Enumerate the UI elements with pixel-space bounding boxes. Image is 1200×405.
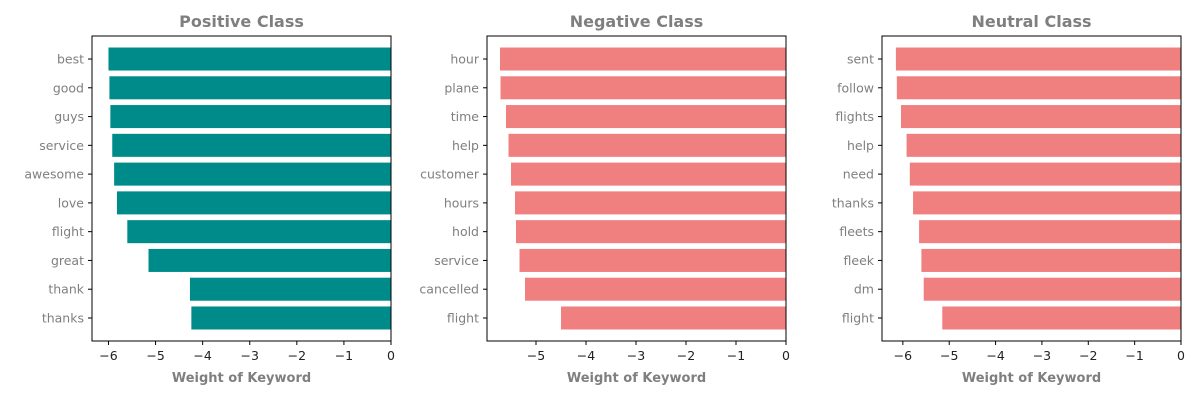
y-tick-label: need (843, 167, 874, 182)
y-tick-label: hour (450, 52, 479, 67)
bar (525, 277, 786, 301)
y-tick-label: best (57, 52, 84, 67)
y-tick-label: hours (444, 195, 479, 210)
x-tick-label: −3 (241, 348, 259, 363)
y-tick-label: flight (447, 310, 479, 325)
bar (901, 105, 1181, 129)
x-tick-label: −6 (894, 348, 912, 363)
x-tick-label: −1 (335, 348, 353, 363)
x-tick-label: −5 (940, 348, 958, 363)
y-tick-label: help (847, 138, 874, 153)
bar (191, 306, 391, 330)
bar (906, 133, 1181, 157)
y-tick-label: service (39, 138, 84, 153)
x-tick-label: −3 (1033, 348, 1051, 363)
y-tick-label: follow (837, 80, 874, 95)
bar (942, 306, 1181, 330)
bar (519, 248, 786, 272)
y-tick-label: sent (847, 52, 874, 67)
bar (516, 220, 786, 244)
x-tick-label: −5 (527, 348, 545, 363)
bar (561, 306, 786, 330)
chart-title: Negative Class (570, 12, 704, 31)
x-tick-label: −4 (577, 348, 595, 363)
x-tick-label: −3 (627, 348, 645, 363)
y-tick-label: great (51, 253, 84, 268)
x-tick-label: −4 (193, 348, 211, 363)
y-tick-label: awesome (24, 167, 84, 182)
bar (923, 277, 1181, 301)
y-tick-label: time (451, 109, 480, 124)
chart-title: Neutral Class (971, 12, 1091, 31)
y-tick-label: flight (842, 310, 874, 325)
bar (921, 248, 1181, 272)
chart-panel-1: best good guys service awesome love flight grea… (24, 12, 395, 386)
bar (913, 191, 1181, 215)
bar (109, 76, 391, 100)
bar (112, 133, 391, 157)
bar (895, 47, 1181, 71)
x-tick-label: −5 (146, 348, 164, 363)
y-tick-label: thanks (42, 310, 84, 325)
chart-panel-2: hour plane time help customer hours hold servic… (419, 12, 790, 386)
x-tick-label: −6 (99, 348, 117, 363)
y-tick-label: help (452, 138, 479, 153)
y-tick-label: fleek (844, 253, 875, 268)
bar (108, 47, 391, 71)
x-axis-label: Weight of Keyword (567, 371, 706, 386)
x-axis-label: Weight of Keyword (172, 371, 311, 386)
y-tick-label: thank (48, 282, 84, 297)
x-axis-label: Weight of Keyword (962, 371, 1101, 386)
y-tick-label: fleets (839, 224, 874, 239)
y-tick-label: customer (420, 167, 480, 182)
bar (896, 76, 1181, 100)
y-tick-label: good (53, 80, 84, 95)
y-tick-label: service (434, 253, 479, 268)
bar (500, 76, 786, 100)
plot-frame (91, 35, 392, 342)
x-tick-label: −2 (288, 348, 306, 363)
bar (127, 220, 391, 244)
x-tick-label: −2 (1079, 348, 1097, 363)
bar (515, 191, 786, 215)
x-tick-label: −4 (986, 348, 1004, 363)
bar (189, 277, 391, 301)
y-tick-label: cancelled (419, 282, 479, 297)
bar (511, 162, 786, 186)
y-tick-label: love (58, 195, 85, 210)
bar (148, 248, 391, 272)
bar (909, 162, 1181, 186)
y-tick-label: plane (444, 80, 479, 95)
y-tick-label: dm (854, 282, 874, 297)
x-tick-label: −1 (727, 348, 745, 363)
bar (506, 105, 786, 129)
bar (919, 220, 1181, 244)
plot-frame (881, 35, 1182, 342)
chart-title: Positive Class (179, 12, 304, 31)
y-tick-label: flights (835, 109, 874, 124)
x-tick-label: 0 (782, 348, 790, 363)
bar (110, 105, 392, 129)
x-tick-label: −2 (677, 348, 695, 363)
y-tick-label: flight (52, 224, 84, 239)
x-tick-label: 0 (387, 348, 395, 363)
x-tick-label: 0 (1177, 348, 1185, 363)
bar (116, 191, 391, 215)
y-tick-label: thanks (832, 195, 874, 210)
y-tick-label: guys (54, 109, 84, 124)
bar (114, 162, 391, 186)
y-tick-label: hold (452, 224, 479, 239)
x-tick-label: −1 (1125, 348, 1143, 363)
bar (508, 133, 786, 157)
chart-panel-3: sent follow flights help need thanks fleets fle… (832, 12, 1185, 386)
bar (500, 47, 786, 71)
